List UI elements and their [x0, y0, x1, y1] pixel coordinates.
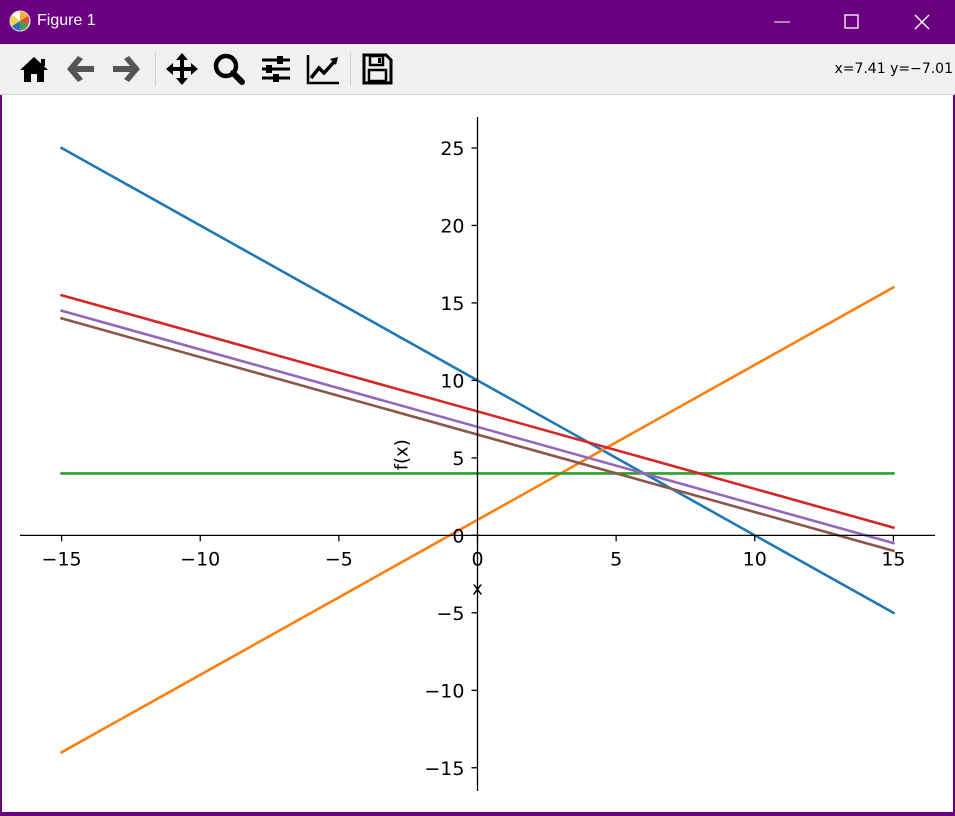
x-tick-label: 5 [610, 548, 622, 570]
matplotlib-logo-icon [9, 10, 31, 32]
edit-axis-button[interactable] [305, 51, 341, 87]
maximize-button[interactable] [829, 0, 875, 44]
pan-button[interactable] [164, 51, 200, 87]
toolbar-separator [155, 52, 156, 86]
coordinate-readout: x=7.41 y=−7.01 [834, 61, 953, 77]
forward-arrow-icon [113, 56, 140, 82]
forward-button[interactable] [108, 51, 144, 87]
zoom-magnifier-icon [213, 53, 245, 85]
line-chart: −15 −10 −5 0 5 10 15 −15 −10 −5 0 5 10 15 20 25 x f(x) [20, 117, 935, 791]
toolbar-separator [350, 52, 351, 86]
minimize-icon [774, 21, 790, 23]
x-tick-label: 10 [743, 548, 767, 570]
x-axis-label: x [472, 578, 483, 599]
plot-canvas[interactable]: −15 −10 −5 0 5 10 15 −15 −10 −5 0 5 10 15 20 25 x f(x) [2, 95, 953, 812]
maximize-icon [844, 14, 859, 29]
back-arrow-icon [67, 56, 94, 82]
y-tick-label: −5 [436, 603, 464, 625]
configure-subplots-icon [262, 56, 290, 82]
y-tick-label: 15 [440, 293, 464, 315]
home-icon [20, 57, 48, 82]
y-tick-label: 25 [440, 138, 464, 160]
x-tick-label: −5 [325, 548, 353, 570]
save-floppy-icon [362, 53, 393, 85]
close-icon [914, 14, 930, 30]
x-tick-label: 15 [881, 548, 905, 570]
y-tick-label: −10 [424, 680, 464, 702]
navigation-toolbar: x=7.41 y=−7.01 [0, 44, 955, 95]
window-title: Figure 1 [37, 12, 96, 29]
y-axis-label: f(x) [392, 439, 413, 470]
home-button[interactable] [16, 51, 52, 87]
minimize-button[interactable] [760, 0, 806, 44]
back-button[interactable] [63, 51, 99, 87]
title-bar[interactable]: Figure 1 [0, 0, 955, 44]
save-button[interactable] [359, 51, 395, 87]
zoom-button[interactable] [211, 51, 247, 87]
y-tick-label: 5 [452, 448, 464, 470]
y-tick-label: 10 [440, 370, 464, 392]
pan-move-icon [166, 53, 198, 85]
configure-subplots-button[interactable] [258, 51, 294, 87]
y-tick-label: 0 [452, 525, 464, 547]
x-tick-label: 0 [471, 548, 483, 570]
y-tick-label: 20 [440, 215, 464, 237]
x-tick-label: −15 [42, 548, 82, 570]
edit-axis-icon [306, 55, 339, 85]
x-tick-label: −10 [180, 548, 220, 570]
y-tick-label: −15 [424, 758, 464, 780]
close-button[interactable] [899, 0, 945, 44]
